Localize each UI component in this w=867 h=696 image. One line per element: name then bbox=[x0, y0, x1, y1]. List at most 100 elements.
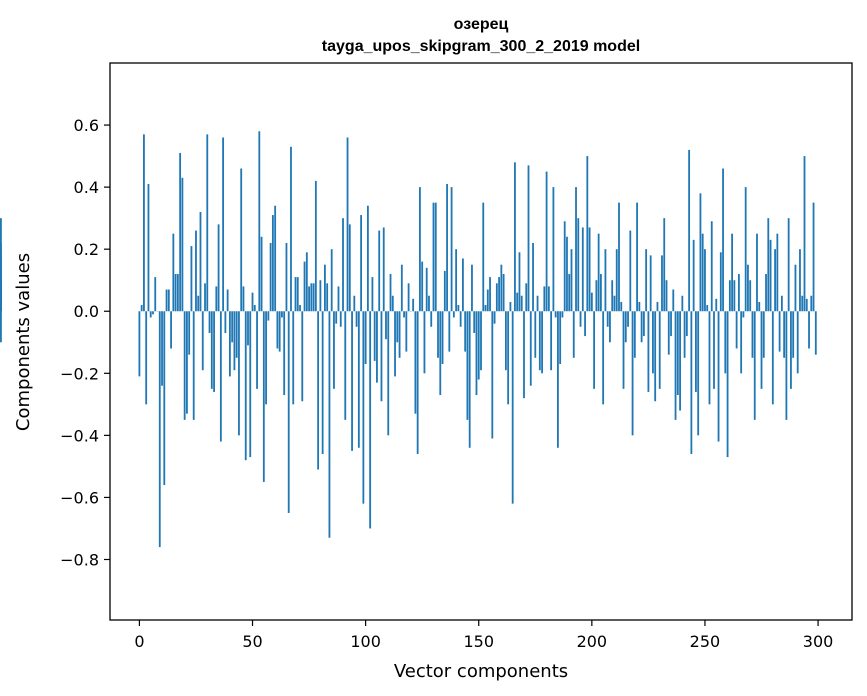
bar bbox=[459, 311, 462, 327]
bar bbox=[301, 311, 304, 402]
bar bbox=[658, 311, 661, 389]
bar bbox=[380, 311, 383, 402]
bar bbox=[366, 205, 369, 312]
bar bbox=[213, 311, 215, 392]
bar bbox=[190, 246, 193, 312]
bar bbox=[274, 205, 277, 312]
bar bbox=[208, 311, 211, 333]
bar bbox=[308, 286, 310, 312]
bar bbox=[437, 311, 439, 358]
bar bbox=[681, 295, 684, 312]
bar bbox=[615, 249, 618, 312]
bar bbox=[742, 311, 745, 318]
bar bbox=[0, 311, 2, 343]
bar bbox=[629, 230, 632, 312]
bar bbox=[602, 311, 605, 405]
bar bbox=[525, 283, 528, 312]
y-tick-label: −0.4 bbox=[60, 426, 99, 445]
bar bbox=[618, 202, 620, 312]
bar bbox=[228, 311, 231, 377]
bar bbox=[794, 264, 797, 312]
bar bbox=[756, 233, 758, 312]
bar bbox=[706, 305, 709, 312]
bar bbox=[545, 171, 548, 312]
bar bbox=[378, 230, 381, 312]
x-tick-label: 50 bbox=[242, 632, 262, 651]
bar bbox=[584, 311, 586, 337]
bar bbox=[265, 311, 267, 405]
bar bbox=[500, 264, 503, 312]
bar bbox=[704, 249, 706, 312]
bar bbox=[172, 233, 175, 312]
bar bbox=[396, 311, 399, 343]
bar bbox=[609, 311, 611, 343]
bar bbox=[443, 270, 446, 312]
bar bbox=[504, 311, 507, 371]
bar bbox=[247, 311, 249, 346]
bar bbox=[181, 177, 184, 312]
bar bbox=[414, 311, 417, 414]
bar bbox=[296, 277, 299, 312]
bar bbox=[195, 230, 197, 312]
bar bbox=[285, 242, 288, 312]
bar bbox=[337, 286, 340, 312]
x-tick-label: 250 bbox=[690, 632, 721, 651]
bar bbox=[674, 311, 677, 420]
bar bbox=[149, 311, 152, 318]
bar bbox=[604, 249, 607, 312]
bar bbox=[439, 311, 442, 396]
bar bbox=[0, 255, 2, 312]
bar bbox=[767, 218, 770, 312]
bar bbox=[450, 187, 453, 312]
bar bbox=[728, 280, 731, 312]
bar bbox=[611, 280, 614, 312]
bar bbox=[785, 311, 788, 420]
bar-series bbox=[0, 131, 817, 548]
bar bbox=[231, 311, 234, 343]
bar bbox=[138, 311, 141, 377]
bar bbox=[633, 311, 636, 358]
bar bbox=[421, 261, 424, 312]
bar bbox=[685, 311, 688, 337]
bar bbox=[269, 242, 272, 312]
bar bbox=[808, 311, 810, 349]
bar bbox=[210, 311, 213, 389]
bar bbox=[570, 249, 573, 312]
bar bbox=[599, 274, 602, 312]
bar bbox=[534, 311, 537, 358]
bar bbox=[790, 311, 792, 389]
bar bbox=[466, 311, 469, 420]
bar bbox=[256, 311, 258, 389]
bar bbox=[423, 311, 426, 374]
bar bbox=[412, 298, 415, 312]
bar bbox=[394, 311, 396, 377]
bar bbox=[242, 286, 245, 312]
bar bbox=[577, 218, 580, 312]
bar bbox=[527, 165, 530, 312]
bar bbox=[670, 311, 672, 337]
bar bbox=[335, 311, 338, 324]
bar bbox=[672, 289, 675, 312]
bar bbox=[176, 274, 179, 312]
bar bbox=[774, 249, 776, 312]
bar bbox=[652, 311, 654, 374]
bar bbox=[695, 311, 697, 392]
bar bbox=[523, 311, 525, 399]
bar bbox=[371, 277, 374, 312]
bar bbox=[679, 311, 681, 411]
bar bbox=[143, 134, 145, 312]
bar bbox=[735, 311, 738, 349]
bar bbox=[649, 255, 652, 312]
bar bbox=[627, 311, 629, 327]
bar bbox=[161, 311, 163, 386]
bar bbox=[486, 289, 489, 312]
bar bbox=[310, 283, 313, 312]
bar bbox=[771, 311, 774, 405]
bar bbox=[299, 305, 301, 312]
x-axis-label: Vector components bbox=[394, 661, 568, 682]
bar bbox=[428, 295, 430, 312]
bar bbox=[568, 274, 571, 312]
bar bbox=[613, 295, 616, 312]
bar bbox=[152, 311, 154, 315]
